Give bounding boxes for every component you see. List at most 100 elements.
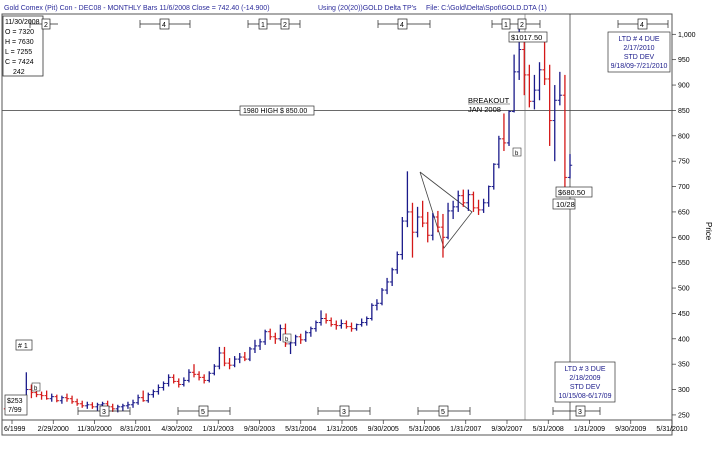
ohlc-bar	[313, 320, 319, 332]
x-tick-label: 5/31/2008	[533, 426, 564, 433]
ohlc-bar	[29, 384, 34, 399]
ohlc-bar	[400, 217, 405, 260]
svg-text:2: 2	[520, 22, 524, 29]
cycle-markers-bottom: 3 5 3 5 3	[77, 405, 601, 417]
ohlc-bar	[273, 332, 278, 344]
ohlc-close: C = 7424	[5, 59, 34, 66]
x-tick-label: 1/31/2007	[450, 426, 481, 433]
ohlc-bar	[217, 346, 222, 370]
y-tick-label: 300	[678, 387, 690, 394]
ohlc-bar	[181, 377, 187, 387]
y-tick-label: 950	[678, 57, 690, 64]
marker-1: # 1	[15, 339, 33, 351]
ohlc-bar	[364, 316, 369, 326]
cycle-markers-top: 2 4 1 2 4 1 2 4	[29, 18, 669, 30]
ohlc-bar	[201, 374, 207, 384]
ohlc-bar	[461, 189, 466, 207]
ohlc-bar	[445, 202, 451, 240]
svg-text:10/28: 10/28	[556, 200, 575, 209]
ohlc-bar	[293, 334, 298, 346]
ohlc-info-box: 11/30/2008 O = 7320 H = 7630 L = 7255 C …	[2, 15, 44, 77]
b-marker-2: b	[282, 333, 292, 343]
svg-text:BREAKOUT: BREAKOUT	[468, 96, 510, 105]
y-tick-label: 500	[678, 286, 690, 293]
y-tick-label: 900	[678, 83, 690, 90]
ohlc-bar	[496, 135, 502, 169]
ohlc-bar	[471, 191, 476, 212]
ohlc-bar	[537, 62, 542, 101]
ohlc-bar	[186, 369, 192, 383]
y-tick-label: 800	[678, 133, 690, 140]
x-tick-label: 1/31/2003	[203, 426, 234, 433]
ohlc-bar	[491, 163, 496, 190]
ohlc-bar	[354, 323, 359, 331]
ohlc-bar	[506, 110, 512, 146]
ohlc-bar	[501, 113, 507, 152]
svg-text:2/17/2010: 2/17/2010	[623, 45, 654, 52]
ohlc-bar	[146, 392, 151, 403]
ohlc-bar	[511, 54, 517, 113]
x-tick-label: 9/30/2003	[244, 426, 275, 433]
ohlc-bar	[176, 378, 181, 388]
ohlc-bar	[95, 402, 100, 411]
ohlc-bar	[196, 371, 202, 381]
ohlc-bar	[389, 267, 395, 287]
ltd-3-box: LTD # 3 DUE 2/18/2009 STD DEV 10/15/08-6…	[554, 361, 616, 403]
ohlc-bar	[44, 390, 49, 400]
svg-text:LTD # 4 DUE: LTD # 4 DUE	[618, 36, 659, 43]
ohlc-open: O = 7320	[5, 29, 34, 36]
ohlc-bar	[207, 371, 212, 383]
ohlc-date: 11/30/2008	[5, 19, 40, 26]
ohlc-bar	[247, 346, 253, 362]
y-tick-label: 350	[678, 362, 690, 369]
ohlc-bar	[151, 389, 156, 398]
ohlc-bar	[125, 401, 131, 409]
svg-text:2/18/2009: 2/18/2009	[569, 375, 600, 382]
start-price-label: $253 7/99	[4, 394, 28, 416]
ohlc-bar	[161, 381, 166, 391]
ohlc-count: 242	[13, 69, 25, 76]
ohlc-bar	[527, 64, 532, 108]
ohlc-bar	[547, 64, 552, 146]
date-axis: 6/1999 2/29/2000 11/30/2000 8/31/2001 4/30/2…	[4, 420, 688, 433]
ohlc-bar	[323, 313, 329, 324]
y-tick-label: 400	[678, 336, 690, 343]
x-tick-label: 11/30/2000	[77, 426, 112, 433]
x-tick-label: 5/31/2004	[285, 426, 316, 433]
y-tick-label: 550	[678, 260, 690, 267]
ohlc-bar	[268, 328, 273, 340]
y-tick-label: 650	[678, 209, 690, 216]
ohlc-bar	[374, 299, 380, 311]
ref-line-label: 1980 HIGH $ 850.00	[239, 105, 315, 116]
svg-text:STD DEV: STD DEV	[570, 384, 601, 391]
price-axis-label: Price	[704, 222, 713, 241]
x-tick-label: 8/31/2001	[120, 426, 151, 433]
svg-text:1: 1	[504, 22, 508, 29]
svg-text:$253: $253	[7, 398, 23, 405]
ohlc-bar	[344, 320, 349, 329]
svg-text:5: 5	[201, 409, 205, 416]
ohlc-bar	[140, 390, 146, 402]
ohlc-bar	[232, 356, 237, 368]
svg-text:10/15/08-6/17/09: 10/15/08-6/17/09	[559, 393, 612, 400]
ohlc-bar	[435, 210, 441, 233]
svg-text:9/18/09-7/21/2010: 9/18/09-7/21/2010	[611, 63, 668, 70]
ohlc-bar	[410, 202, 415, 258]
y-tick-label: 700	[678, 184, 690, 191]
svg-text:7/99: 7/99	[8, 407, 22, 414]
triangle-pattern	[419, 171, 473, 249]
ohlc-bar	[80, 400, 85, 408]
svg-text:4: 4	[400, 22, 404, 29]
ohlc-bar	[522, 34, 527, 96]
ohlc-bar	[166, 374, 171, 387]
ohlc-bar	[278, 324, 283, 341]
ohlc-bar	[49, 393, 54, 402]
ohlc-bar	[54, 394, 60, 403]
ohlc-bar	[334, 320, 339, 330]
ohlc-bar	[303, 330, 308, 342]
x-tick-label: 9/30/2005	[368, 426, 399, 433]
svg-text:4: 4	[640, 22, 644, 29]
price-axis: 250 300 350 400 450 500 550 600 650 700 750 800 850 9…	[672, 32, 696, 419]
ohlc-bar	[557, 71, 563, 106]
